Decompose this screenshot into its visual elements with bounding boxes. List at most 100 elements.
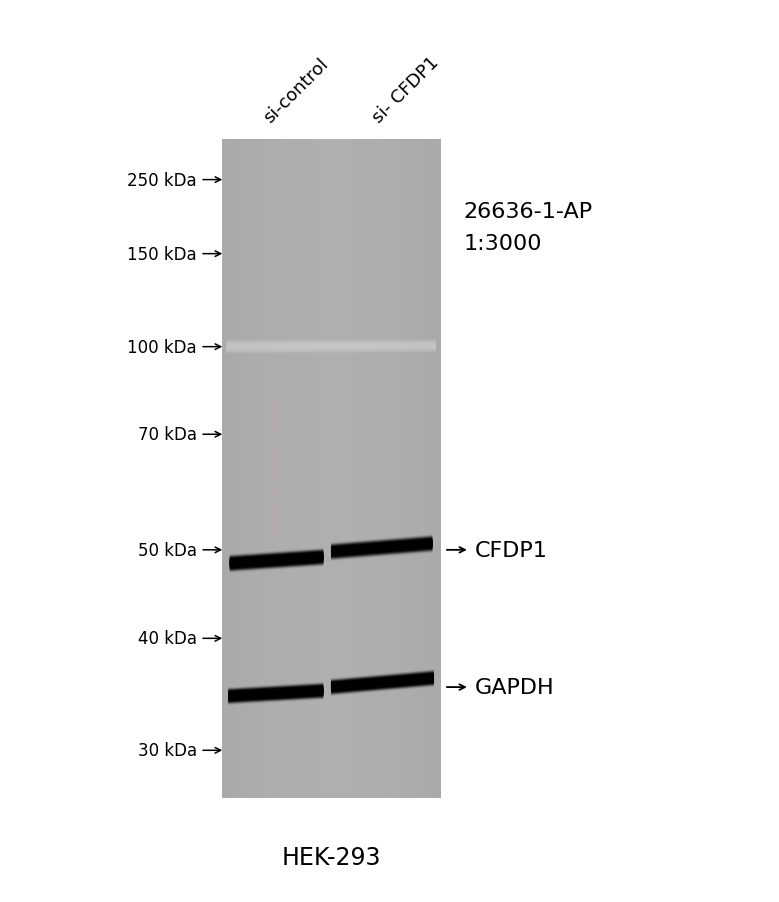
Bar <box>224 140 227 798</box>
Text: HEK-293: HEK-293 <box>281 845 381 869</box>
Bar <box>403 140 406 798</box>
Bar <box>287 140 291 798</box>
Bar <box>351 140 354 798</box>
Bar <box>318 140 321 798</box>
Bar <box>312 140 315 798</box>
Bar <box>235 140 238 798</box>
Bar <box>392 140 395 798</box>
Bar <box>381 140 384 798</box>
Bar <box>416 140 419 798</box>
Bar <box>353 140 356 798</box>
Bar <box>263 140 266 798</box>
Bar <box>309 140 312 798</box>
Bar <box>272 140 275 798</box>
Bar <box>222 140 225 798</box>
Bar <box>434 140 436 798</box>
Bar <box>347 140 349 798</box>
Bar <box>274 140 277 798</box>
Text: WWW.PTGLAEC.COM: WWW.PTGLAEC.COM <box>270 400 283 538</box>
Bar <box>390 140 393 798</box>
Text: si- CFDP1: si- CFDP1 <box>369 53 442 126</box>
Bar <box>233 140 236 798</box>
Bar <box>358 140 360 798</box>
Bar <box>366 140 369 798</box>
Bar <box>438 140 441 798</box>
Bar <box>432 140 435 798</box>
Bar <box>283 140 286 798</box>
Bar <box>241 140 245 798</box>
Bar <box>423 140 425 798</box>
Bar <box>388 140 391 798</box>
Bar <box>314 140 316 798</box>
Bar <box>397 140 400 798</box>
Bar <box>429 140 432 798</box>
Bar <box>246 140 249 798</box>
Bar <box>238 140 240 798</box>
Bar <box>412 140 414 798</box>
Bar <box>344 140 347 798</box>
Text: 150 kDa: 150 kDa <box>128 245 197 263</box>
Bar <box>333 140 337 798</box>
Bar <box>386 140 389 798</box>
Bar <box>370 140 373 798</box>
Bar <box>405 140 408 798</box>
Text: 70 kDa: 70 kDa <box>138 426 197 444</box>
Bar <box>329 140 332 798</box>
Bar <box>368 140 371 798</box>
Text: 1:3000: 1:3000 <box>464 234 542 253</box>
Text: si-control: si-control <box>260 55 332 126</box>
Bar <box>227 140 229 798</box>
Bar <box>290 140 293 798</box>
Bar <box>270 140 273 798</box>
Bar <box>325 140 327 798</box>
Bar <box>340 140 343 798</box>
Text: GAPDH: GAPDH <box>475 677 555 697</box>
Bar <box>377 140 380 798</box>
Bar <box>315 140 319 798</box>
Bar <box>228 140 231 798</box>
Bar <box>355 140 358 798</box>
Bar <box>279 140 282 798</box>
Bar <box>414 140 417 798</box>
Bar <box>277 140 280 798</box>
Bar <box>375 140 378 798</box>
Bar <box>361 140 365 798</box>
Bar <box>231 140 234 798</box>
Bar <box>252 140 256 798</box>
Text: 100 kDa: 100 kDa <box>128 338 197 356</box>
Bar <box>239 140 242 798</box>
Bar <box>425 140 428 798</box>
Bar <box>401 140 404 798</box>
Bar <box>320 140 323 798</box>
Bar <box>331 140 334 798</box>
Bar <box>337 140 340 798</box>
Bar <box>364 140 367 798</box>
Bar <box>410 140 413 798</box>
Bar <box>296 140 299 798</box>
Bar <box>418 140 421 798</box>
Bar <box>372 140 375 798</box>
Bar <box>301 140 304 798</box>
Bar <box>298 140 301 798</box>
Bar <box>359 140 362 798</box>
Bar <box>259 140 262 798</box>
Bar <box>307 140 310 798</box>
Bar <box>244 140 247 798</box>
Bar <box>342 140 345 798</box>
Text: 40 kDa: 40 kDa <box>138 630 197 648</box>
Text: 250 kDa: 250 kDa <box>128 171 197 189</box>
Bar <box>281 140 284 798</box>
Bar <box>421 140 424 798</box>
Bar <box>249 140 251 798</box>
Bar <box>261 140 264 798</box>
Bar <box>257 140 260 798</box>
Bar <box>255 140 258 798</box>
Text: 50 kDa: 50 kDa <box>138 541 197 559</box>
Bar <box>348 140 351 798</box>
Bar <box>266 140 269 798</box>
Bar <box>435 140 439 798</box>
Bar <box>399 140 402 798</box>
Text: CFDP1: CFDP1 <box>475 540 548 560</box>
Text: 26636-1-AP: 26636-1-AP <box>464 202 593 222</box>
Bar <box>292 140 294 798</box>
